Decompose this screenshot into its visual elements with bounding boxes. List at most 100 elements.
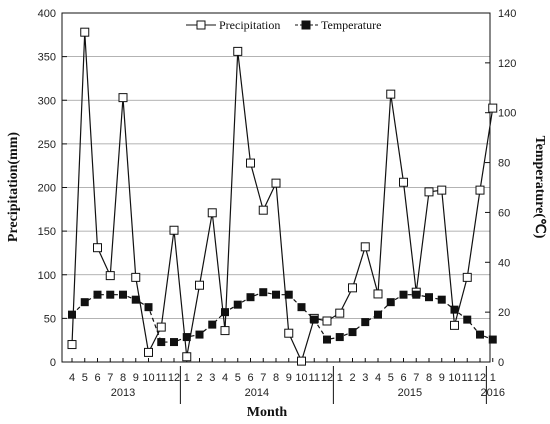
precipitation-point [475,185,485,195]
precipitation-point [271,178,281,188]
temperature-point [310,315,319,324]
legend-precipitation-label: Precipitation [219,18,280,32]
precipitation-point [399,177,408,187]
temperature-line [71,291,493,343]
temperature-point [131,295,140,304]
x-tick-label: 8 [273,372,279,384]
left-y-tick-label: 150 [38,226,56,238]
x-tick-label: 7 [260,372,266,384]
precipitation-point [220,326,230,336]
precipitation-point [182,352,192,362]
x-tick-label: 10 [142,372,154,384]
right-y-tick-label: 60 [498,207,510,219]
temperature-point [323,335,331,344]
temperature-point [119,290,127,299]
left-y-tick-label: 200 [38,183,56,195]
year-label: 2016 [481,387,505,399]
temperature-point [170,338,178,347]
x-tick-label: 5 [235,372,241,384]
right-y-tick-label: 140 [498,8,516,20]
temperature-point [157,338,166,347]
x-tick-label: 11 [462,372,473,384]
precipitation-point [462,272,472,282]
temperature-point [68,310,76,319]
temperature-point [233,300,242,309]
x-tick-label: 5 [388,372,394,384]
temperature-point [348,328,357,337]
x-axis-title: Month [247,405,288,420]
precipitation-point [93,243,102,253]
precipitation-point [373,289,383,299]
x-tick-label: 7 [413,372,419,384]
x-tick-label: 11 [309,372,320,384]
precipitation-point [233,46,243,56]
right-y-tick-label: 20 [498,307,510,319]
temperature-point [208,320,217,329]
legend-temperature-label: Temperature [321,18,381,32]
left-y-tick-label: 0 [50,357,56,369]
temperature-point [195,330,204,339]
temperature-point [272,290,280,299]
right-y-axis: 0 20 40 60 80 100 120 140 [485,8,516,369]
x-tick-label: 10 [295,372,307,384]
precipitation-point [335,308,345,318]
x-tick-label: 8 [120,372,126,384]
precipitation-point [207,208,217,218]
temperature-point [476,330,484,339]
precipitation-point [67,340,77,350]
temperature-point [374,310,382,319]
temperature-point [425,293,433,302]
legend-precipitation-marker [196,20,206,30]
temperature-point [246,293,255,302]
temperature-point [259,288,268,297]
temperature-point [297,303,306,312]
x-tick-label: 7 [107,372,113,384]
x-tick-label: 6 [400,372,406,384]
precipitation-point [131,272,141,282]
x-tick-label: 9 [286,372,292,384]
right-y-tick-label: 80 [498,158,510,170]
temperature-point [488,335,497,344]
x-tick-label: 12 [321,372,333,384]
precipitation-point [169,225,179,235]
left-y-tick-label: 100 [38,270,56,282]
x-axis: 4 5 6 7 8 9 10 11 12 1 2 3 4 5 6 7 8 9 10 11 12 1 2 3 4 5 6 7 8 9 10 11… [69,358,505,404]
right-y-tick-label: 0 [498,357,504,369]
x-tick-label: 4 [69,372,75,384]
left-y-tick-label: 250 [38,139,56,151]
left-y-tick-label: 350 [38,52,56,64]
left-y-tick-label: 300 [38,95,56,107]
x-tick-label: 2 [196,372,202,384]
year-label: 2013 [111,387,135,399]
x-tick-label: 3 [209,372,215,384]
left-y-tick-label: 400 [38,8,56,20]
x-tick-label: 5 [82,372,88,384]
precipitation-point [258,205,268,215]
temperature-point [182,333,191,342]
precipitation-point [105,271,115,281]
x-tick-label: 2 [349,372,355,384]
series-layer [67,27,498,366]
temperature-point [361,318,370,327]
precipitation-point [424,187,434,197]
temperature-point [80,298,89,307]
left-y-tick-label: 50 [44,313,56,325]
right-y-tick-label: 120 [498,58,516,70]
precipitation-point [284,328,294,338]
temperature-point [144,303,153,312]
x-tick-label: 3 [362,372,368,384]
precipitation-point [246,158,255,168]
x-tick-label: 9 [133,372,139,384]
temperature-point [399,290,408,299]
precipitation-line [71,32,494,363]
precipitation-point [450,320,459,330]
precipitation-point [80,27,90,37]
precipitation-point [386,89,396,99]
temperature-point [284,290,293,299]
precipitation-point [144,347,153,357]
x-tick-label: 12 [474,372,486,384]
legend-temperature-marker [301,20,311,30]
year-label: 2014 [245,387,269,399]
temperature-point [463,315,472,324]
